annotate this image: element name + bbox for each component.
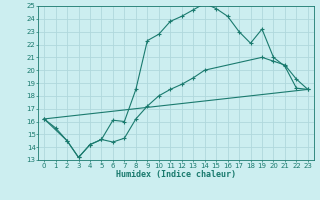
X-axis label: Humidex (Indice chaleur): Humidex (Indice chaleur)	[116, 170, 236, 179]
